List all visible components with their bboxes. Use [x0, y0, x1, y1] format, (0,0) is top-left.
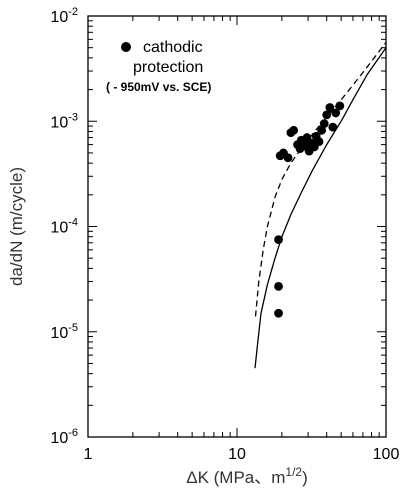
- data-point: [317, 125, 327, 135]
- data-point: [322, 110, 332, 120]
- legend-marker: [121, 42, 131, 52]
- data-point: [335, 101, 345, 111]
- data-points: [274, 101, 345, 318]
- y-tick-label: 10-4: [50, 217, 78, 237]
- data-point: [283, 153, 293, 163]
- data-point: [274, 281, 283, 291]
- x-tick-label: 100: [373, 446, 400, 463]
- legend: cathodic protection ( - 950mV vs. SCE): [106, 39, 211, 94]
- data-point: [328, 122, 338, 132]
- model-curves: [254, 42, 387, 369]
- data-point: [331, 108, 341, 118]
- y-tick-label: 10-3: [50, 111, 78, 131]
- y-tick-label: 10-2: [50, 6, 78, 26]
- y-axis-label: da/dN (m/cycle): [7, 167, 26, 286]
- solid-curve: [254, 47, 387, 369]
- data-point: [289, 125, 299, 135]
- x-axis-label: ΔK (MPa、m1/2): [186, 465, 308, 487]
- axis-ticks: 1 10 100 10-6 10-5 10-4 10-3 10-2: [50, 6, 399, 463]
- legend-line-1: cathodic: [143, 39, 203, 56]
- data-point: [314, 137, 324, 147]
- y-tick-label: 10-5: [50, 322, 78, 342]
- legend-line-2: protection: [133, 59, 203, 76]
- x-tick-label: 1: [84, 446, 93, 463]
- dashed-curve: [254, 42, 387, 317]
- data-point: [319, 119, 329, 128]
- data-point: [274, 235, 283, 245]
- axis-labels: da/dN (m/cycle) ΔK (MPa、m1/2): [7, 167, 308, 487]
- y-tick-label: 10-6: [50, 427, 78, 447]
- legend-line-3: ( - 950mV vs. SCE): [106, 80, 211, 94]
- data-point: [325, 103, 335, 112]
- data-point: [274, 308, 283, 318]
- x-tick-label: 10: [228, 446, 246, 463]
